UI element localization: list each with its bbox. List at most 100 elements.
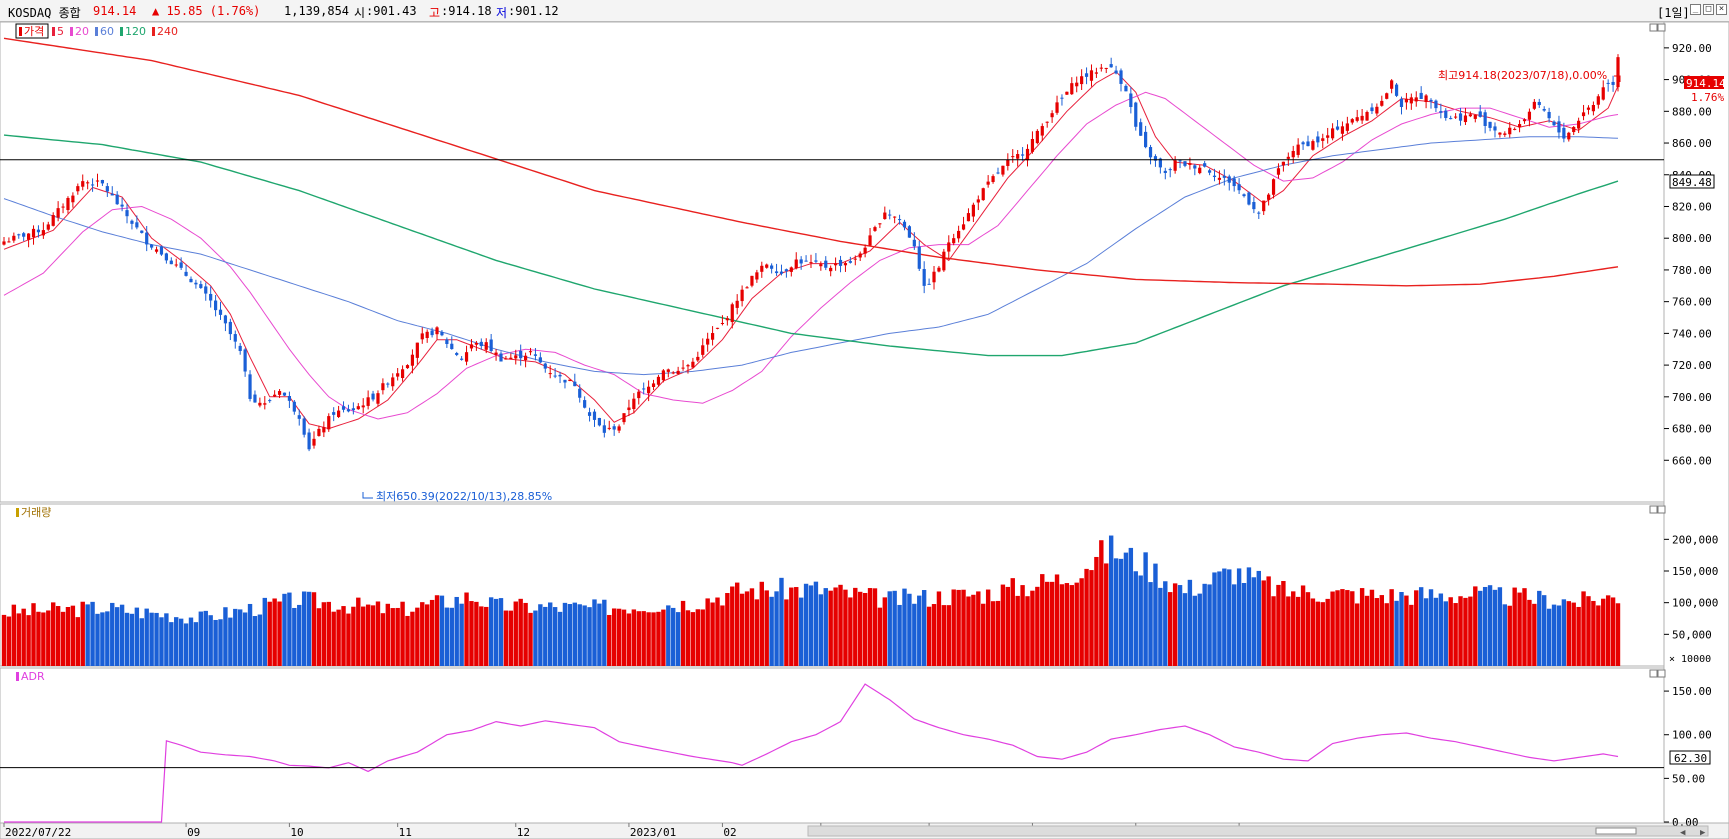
candle-body [996, 172, 1000, 174]
maximize-icon[interactable]: □ [1703, 4, 1714, 15]
candle-body [1099, 67, 1103, 69]
volume-bar [114, 607, 120, 666]
candle-body [612, 426, 616, 430]
volume-bar [1207, 584, 1212, 666]
volume-bar [1433, 597, 1439, 666]
adr-tick-label: 100.00 [1672, 729, 1712, 742]
candle-body [31, 228, 36, 238]
candle-body [1183, 161, 1187, 166]
volume-bar [764, 590, 769, 666]
candle-body [622, 413, 626, 423]
x-tick-label: 12 [517, 826, 530, 839]
volume-bar [1497, 587, 1503, 666]
volume-bar [1, 614, 7, 666]
volume-bar [1389, 589, 1394, 666]
candle-body [1055, 102, 1059, 113]
candle-body [341, 406, 346, 410]
candle-body [883, 212, 887, 220]
candle-body [479, 341, 483, 347]
minimize-icon[interactable]: _ [1690, 4, 1701, 15]
candle-body [1080, 76, 1084, 85]
scroll-right-icon[interactable]: ▶ [1700, 828, 1706, 838]
volume-bar [961, 589, 966, 666]
volume-bar [759, 581, 764, 666]
candle-body [1424, 95, 1428, 103]
candle-body [292, 401, 296, 412]
price-panel-minimize-icon[interactable] [1649, 23, 1658, 32]
price-panel-maximize-icon[interactable] [1657, 23, 1666, 32]
volume-bar [936, 591, 942, 666]
volume-bar [823, 588, 828, 666]
ma-legend-label: 5 [57, 25, 64, 38]
volume-bar [1541, 595, 1547, 666]
volume-bar [956, 589, 961, 666]
candle-body [450, 343, 454, 350]
volume-panel-minimize-icon[interactable] [1649, 505, 1658, 514]
x-tick-label: 10 [290, 826, 303, 839]
volume-bar [1099, 540, 1104, 666]
price-legend-box[interactable] [15, 23, 49, 39]
volume-bar [1610, 597, 1616, 666]
volume-bar [70, 605, 76, 666]
candle-body [893, 216, 897, 218]
candle-body [1222, 175, 1226, 178]
candle-body [1493, 126, 1497, 131]
candle-body [829, 267, 833, 272]
volume-bar [1108, 535, 1114, 666]
volume-bar [651, 612, 656, 666]
price-change: ▲ 15.85 (1.76%) [152, 4, 261, 18]
adr-panel-maximize-icon[interactable] [1657, 669, 1666, 678]
candle-body [184, 271, 188, 276]
scrollbar-thumb[interactable] [807, 825, 1709, 837]
candle-body [209, 293, 213, 301]
volume-bar [700, 609, 705, 666]
scroll-left-icon[interactable]: ◀ [1680, 828, 1686, 838]
volume-bar [105, 611, 110, 666]
candle-body [159, 246, 164, 255]
volume-bar [833, 587, 838, 666]
volume-bar [1197, 593, 1202, 666]
candle-body [51, 215, 55, 226]
volume-bar [1300, 585, 1306, 666]
volume-bar [380, 613, 386, 666]
volume-bar [1492, 589, 1498, 666]
volume-bar [616, 608, 622, 666]
period-selector[interactable]: [1일] [1657, 6, 1690, 20]
volume-bar [858, 591, 863, 666]
volume-bar [921, 590, 927, 666]
candle-body [140, 230, 144, 233]
volume-bar [1581, 591, 1586, 666]
last-price-value: 914.14 [1686, 77, 1726, 90]
close-icon[interactable]: × [1716, 4, 1727, 15]
volume-bar [1123, 552, 1129, 666]
volume-bar [1379, 595, 1385, 666]
price-legend-label: 가격 [24, 25, 44, 38]
volume-panel-maximize-icon[interactable] [1657, 505, 1666, 514]
volume-bar [36, 611, 41, 666]
volume-bar [444, 607, 450, 666]
adr-panel-minimize-icon[interactable] [1649, 669, 1658, 678]
volume-bar [1291, 591, 1296, 666]
volume-bar [267, 601, 272, 666]
volume-bar [1482, 586, 1488, 666]
price-legend: 가격 5 20 60 120 240 [15, 23, 178, 39]
symbol-name[interactable]: KOSDAQ 종합 [8, 6, 81, 20]
zoom-slider[interactable] [1595, 827, 1637, 835]
price-tick-label: 800.00 [1672, 232, 1712, 245]
candle-body [1109, 64, 1113, 68]
candle-body [583, 400, 587, 408]
volume-bar [1030, 590, 1035, 666]
volume-bar [208, 615, 213, 666]
scrollbar[interactable]: ◀ ▶ [807, 825, 1709, 838]
candle-body [681, 367, 685, 369]
volume-bars [1, 535, 1621, 666]
candle-body [740, 289, 744, 302]
volume-bar [621, 609, 627, 666]
price-tick-label: 760.00 [1672, 296, 1712, 309]
candle-body [1173, 160, 1177, 171]
volume-bar [705, 598, 710, 666]
ma-legend-label: 20 [75, 25, 89, 38]
open-price: :901.43 [366, 4, 417, 18]
candle-body [12, 235, 16, 241]
stock-chart[interactable]: 가격 5 20 60 120 240 거래량 ADR 660.00 680.00 700.0… [0, 22, 1729, 839]
